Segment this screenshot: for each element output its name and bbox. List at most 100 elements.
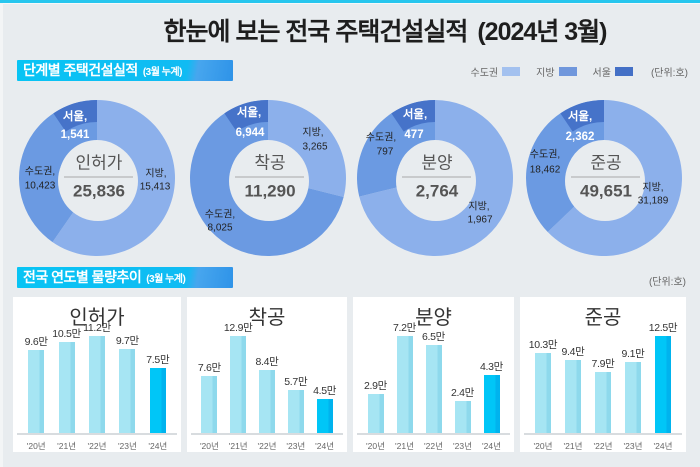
slice-label-sudogwon: 수도권, — [530, 149, 560, 161]
bar-1 — [230, 336, 247, 433]
donut-slice-seoul — [391, 100, 435, 132]
section-title: 전국 연도별 물량추이 — [23, 269, 142, 285]
slice-label-seoul: 서울, — [568, 109, 592, 123]
bar-category-label: '20년 — [533, 441, 553, 451]
donut-center-title: 준공 — [590, 153, 621, 172]
bar-value-label: 9.7만 — [115, 334, 139, 347]
bar-axis-baseline — [17, 433, 177, 435]
top-accent-line — [0, 0, 700, 3]
slice-value-jibang: 1,967 — [467, 215, 492, 226]
bar-4 — [655, 336, 671, 433]
donut-center-total: 49,651 — [580, 181, 632, 200]
donut-slice-jibang — [547, 100, 682, 257]
slice-label-jibang: 지방, — [642, 182, 663, 194]
bar-category-label: '24년 — [148, 441, 168, 451]
slice-value-sudogwon: 797 — [377, 147, 394, 158]
bar-value-label: 10.5만 — [52, 328, 81, 341]
bar-category-label: '20년 — [26, 441, 46, 451]
donut-slice-seoul — [224, 100, 268, 132]
top-accent-underline — [0, 3, 700, 4]
slice-label-sudogwon: 수도권, — [366, 132, 396, 144]
donut-center-hole — [396, 141, 476, 221]
bar-value-label: 7.2만 — [392, 322, 417, 334]
bar-category-label: '21년 — [228, 441, 248, 451]
bar-value-label: 9.1만 — [621, 348, 645, 361]
donut-center-total: 11,290 — [244, 181, 295, 200]
bar-3 — [119, 348, 136, 433]
bar-panel-title: 준공 — [584, 307, 622, 329]
slice-label-seoul: 서울, — [237, 105, 261, 119]
bar-panel-start: 착공 7.6만 '20년 12.9만 '21년 8.4만 '22년 5.7만 '23년 4.5만… — [187, 297, 347, 452]
bar-1 — [396, 336, 413, 433]
left-edge — [0, 3, 3, 467]
bar-panel-complete: 준공 10.3만 '20년 9.4만 '21년 7.9만 '22년 9.1만 '23년 12.5… — [520, 297, 686, 452]
bar-3 — [625, 362, 641, 433]
bar-category-label: '23년 — [117, 441, 137, 451]
section-subtitle: (3월 누계) — [146, 274, 186, 285]
slice-value-jibang: 15,413 — [140, 182, 171, 193]
donut-center-hole — [565, 141, 645, 221]
slice-value-sudogwon: 10,423 — [25, 181, 56, 192]
bar-category-label: '21년 — [57, 441, 77, 451]
bar-0 — [201, 375, 218, 433]
bar-0 — [367, 393, 384, 433]
bar-value-label: 9.6만 — [24, 335, 48, 348]
bar-panel-title: 분양 — [415, 307, 452, 329]
donut-center-hole — [229, 141, 309, 221]
page-title-main: 한눈에 보는 전국 주택건설실적 — [163, 18, 469, 46]
donut-slice-jibang — [268, 100, 346, 198]
donut-center-title: 착공 — [254, 153, 285, 172]
bar-value-label: 5.7만 — [284, 376, 308, 389]
bar-4 — [149, 368, 166, 433]
legend-label-seoul: 서울 — [592, 68, 611, 79]
page-title-period: (2024년 3월) — [477, 18, 607, 46]
legend-swatch-sudogwon — [502, 67, 521, 76]
bar-value-label: 9.4만 — [561, 346, 585, 359]
bar-0 — [535, 353, 551, 433]
bar-category-label: '22년 — [257, 441, 277, 451]
bar-0 — [28, 349, 45, 433]
slice-value-sudogwon: 18,462 — [530, 165, 561, 176]
section-title: 단계별 주택건설실적 — [23, 62, 138, 78]
bar-category-label: '24년 — [482, 441, 501, 451]
section-header-stage: 단계별 주택건설실적 (3월 누계) — [17, 60, 233, 81]
bar-value-label: 7.6만 — [197, 361, 221, 374]
legend-swatch-seoul — [614, 67, 633, 76]
bar-1 — [58, 342, 75, 433]
page-title: 한눈에 보는 전국 주택건설실적 (2024년 3월) — [70, 12, 700, 48]
bar-value-label: 7.5만 — [146, 354, 170, 367]
legend-unit: (단위:호) — [650, 68, 688, 79]
legend-swatch-jibang — [558, 67, 577, 76]
bar-2 — [595, 371, 611, 433]
legend-label-sudogwon: 수도권 — [470, 68, 499, 79]
bar-panel-sale: 분양 2.9만 '20년 7.2만 '21년 6.5만 '22년 2.4만 '23년 4.3만 '… — [353, 297, 514, 452]
bar-value-label: 4.5만 — [313, 385, 337, 398]
slice-label-seoul: 서울, — [63, 109, 87, 123]
slice-label-seoul: 서울, — [403, 107, 427, 121]
bar-2 — [89, 336, 105, 433]
bar-category-label: '20년 — [366, 441, 385, 451]
slice-label-sudogwon: 수도권, — [25, 166, 55, 178]
bar-4 — [483, 375, 500, 433]
slice-label-jibang: 지방, — [145, 168, 166, 180]
slice-label-sudogwon: 수도권, — [205, 209, 235, 221]
bar-panel-permit: 인허가 9.6만 '20년 10.5만 '21년 11.2만 '22년 9.7만 '23년 7.… — [13, 297, 181, 452]
bar-value-label: 2.9만 — [363, 379, 388, 392]
bar-value-label: 12.9만 — [223, 322, 253, 334]
legend-label-jibang: 지방 — [536, 68, 555, 79]
bar-value-label: 7.9만 — [591, 357, 615, 370]
bar-value-label: 10.3만 — [528, 339, 558, 352]
bar-1 — [565, 360, 581, 433]
bar-category-label: '23년 — [286, 441, 306, 451]
donut-center-total: 2,764 — [416, 181, 459, 200]
slice-value-sudogwon: 8,025 — [207, 223, 232, 234]
donut-slice-jibang — [359, 100, 513, 256]
slice-value-seoul: 2,362 — [566, 131, 595, 143]
donut-center-hole — [58, 141, 138, 221]
donut-slice-sudogwon — [190, 100, 344, 256]
bar-panel-title: 착공 — [248, 307, 286, 329]
slice-value-jibang: 31,189 — [638, 196, 669, 207]
bar-category-label: '22년 — [593, 441, 613, 451]
bar-3 — [454, 400, 471, 433]
